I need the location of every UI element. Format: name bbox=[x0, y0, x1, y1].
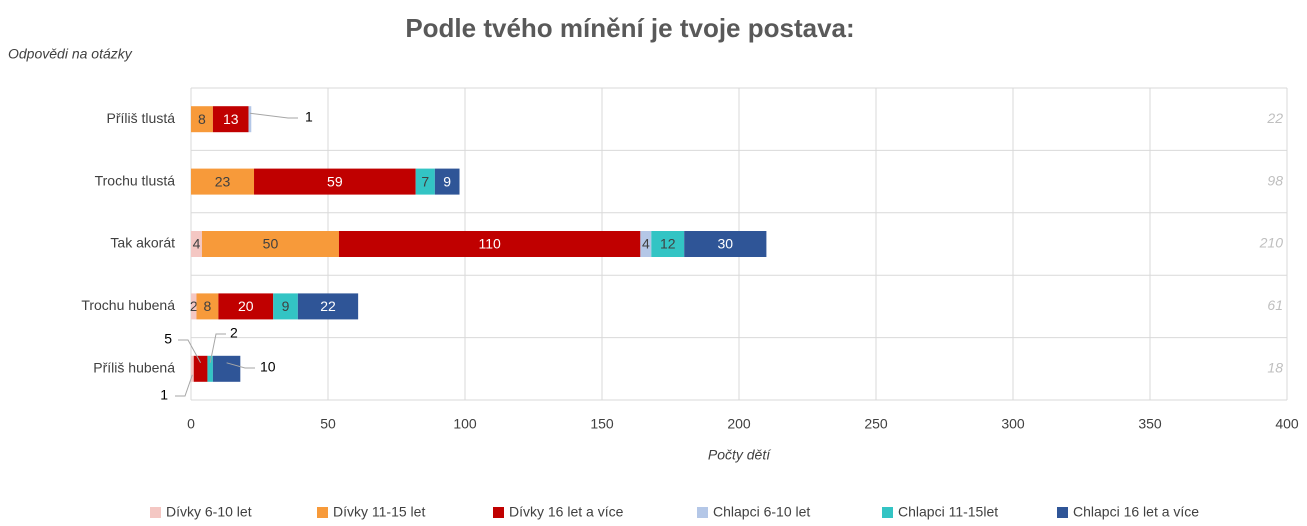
leader-line bbox=[178, 339, 202, 364]
x-tick-label: 200 bbox=[727, 416, 751, 432]
data-label: 30 bbox=[718, 236, 734, 252]
bar-segment bbox=[191, 355, 194, 382]
total-label: 18 bbox=[1267, 360, 1283, 376]
bar-segment bbox=[193, 355, 208, 382]
total-label: 98 bbox=[1267, 172, 1283, 188]
bar-segment bbox=[191, 168, 255, 195]
data-label: 7 bbox=[421, 173, 429, 189]
bar-segment bbox=[201, 231, 339, 257]
x-axis-label: Počty dětí bbox=[708, 447, 772, 463]
legend-swatch bbox=[150, 507, 161, 518]
bar-segment bbox=[684, 231, 767, 257]
bar-segment bbox=[254, 168, 416, 195]
leader-line bbox=[209, 333, 226, 363]
x-tick-label: 0 bbox=[187, 416, 195, 432]
chart-title: Podle tvého mínění je tvoje postava: bbox=[405, 13, 854, 43]
bar-segment bbox=[191, 106, 213, 133]
y-tick-label: Tak akorát bbox=[110, 235, 175, 251]
total-label: 61 bbox=[1267, 297, 1283, 313]
bar-segment bbox=[207, 355, 213, 382]
x-tick-label: 50 bbox=[320, 416, 336, 432]
data-label: 13 bbox=[223, 111, 239, 127]
bar-segment bbox=[338, 231, 641, 257]
bar-segment bbox=[415, 168, 435, 195]
bar-segment bbox=[273, 293, 298, 320]
y-tick-label: Trochu tlustá bbox=[95, 172, 176, 188]
bar-segment bbox=[191, 293, 197, 320]
data-label: 1 bbox=[160, 387, 168, 403]
data-label: 22 bbox=[320, 298, 336, 314]
total-label: 22 bbox=[1266, 110, 1283, 126]
legend-label: Dívky 6-10 let bbox=[166, 504, 252, 520]
y-tick-label: Příliš tlustá bbox=[107, 110, 176, 126]
legend-swatch bbox=[1057, 507, 1068, 518]
x-tick-label: 100 bbox=[453, 416, 477, 432]
legend-swatch bbox=[493, 507, 504, 518]
data-label: 2 bbox=[190, 298, 198, 314]
data-label: 8 bbox=[198, 111, 206, 127]
data-label: 20 bbox=[238, 298, 254, 314]
x-tick-label: 150 bbox=[590, 416, 614, 432]
bar-segment bbox=[218, 293, 274, 320]
bar-segment bbox=[640, 231, 652, 257]
bar-segment bbox=[212, 355, 241, 382]
x-tick-label: 300 bbox=[1001, 416, 1025, 432]
y-tick-label: Příliš hubená bbox=[93, 360, 175, 376]
legend-label: Chlapci 6-10 let bbox=[713, 504, 810, 520]
bar-segment bbox=[651, 231, 685, 257]
data-label: 2 bbox=[230, 325, 238, 341]
bar-segment bbox=[434, 168, 460, 195]
data-label: 4 bbox=[642, 236, 650, 252]
bar-segment bbox=[297, 293, 359, 320]
bar-segment bbox=[248, 106, 252, 133]
legend-label: Dívky 16 let a více bbox=[509, 504, 624, 520]
leader-line bbox=[175, 374, 193, 397]
x-tick-label: 350 bbox=[1138, 416, 1162, 432]
data-label: 9 bbox=[443, 173, 451, 189]
data-label: 50 bbox=[263, 236, 279, 252]
legend-swatch bbox=[317, 507, 328, 518]
data-label: 1 bbox=[305, 109, 313, 125]
leader-line bbox=[249, 112, 298, 119]
data-label: 110 bbox=[478, 236, 501, 252]
bar-segment bbox=[212, 106, 249, 133]
bar-segment bbox=[196, 293, 219, 320]
data-label: 10 bbox=[260, 359, 276, 375]
legend-label: Chlapci 11-15let bbox=[898, 504, 998, 520]
data-label: 59 bbox=[327, 173, 343, 189]
y-axis-label: Odpovědi na otázky bbox=[8, 46, 133, 62]
data-label: 8 bbox=[204, 298, 212, 314]
leader-line bbox=[226, 362, 255, 369]
data-label: 4 bbox=[193, 236, 201, 252]
x-tick-label: 250 bbox=[864, 416, 888, 432]
data-label: 12 bbox=[660, 236, 676, 252]
legend-label: Dívky 11-15 let bbox=[333, 504, 425, 520]
y-tick-label: Trochu hubená bbox=[81, 297, 175, 313]
legend-swatch bbox=[697, 507, 708, 518]
legend-swatch bbox=[882, 507, 893, 518]
legend-label: Chlapci 16 let a více bbox=[1073, 504, 1199, 520]
x-tick-label: 400 bbox=[1275, 416, 1299, 432]
bar-segment bbox=[191, 231, 202, 257]
data-label: 9 bbox=[282, 298, 290, 314]
data-label: 23 bbox=[215, 173, 231, 189]
data-label: 5 bbox=[164, 331, 172, 347]
total-label: 210 bbox=[1259, 235, 1284, 251]
